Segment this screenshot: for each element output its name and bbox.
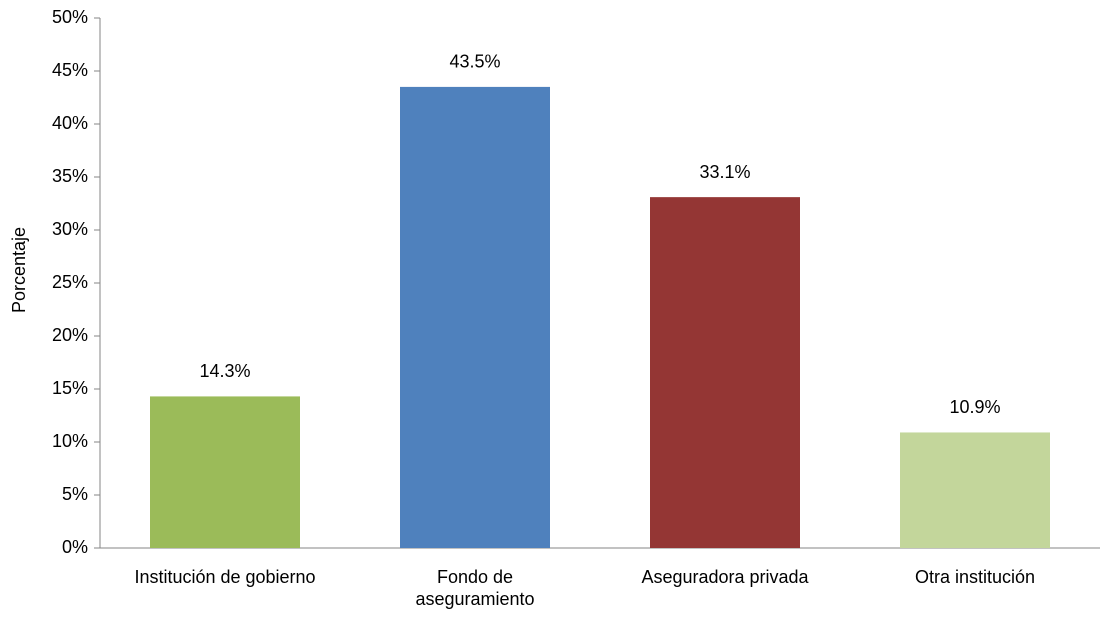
bar <box>150 396 300 548</box>
y-tick-label: 35% <box>52 166 88 186</box>
y-tick-label: 45% <box>52 60 88 80</box>
bar <box>400 86 550 549</box>
x-tick-label: Aseguradora privada <box>641 567 809 587</box>
x-tick-label: Fondo de aseguramiento <box>415 567 535 609</box>
data-label: 43.5% <box>449 52 500 72</box>
bar <box>900 432 1050 548</box>
y-tick-label: 15% <box>52 378 88 398</box>
y-tick-label: 25% <box>52 272 88 292</box>
y-tick-label: 0% <box>62 537 88 557</box>
y-tick-label: 30% <box>52 219 88 239</box>
bar <box>650 197 800 548</box>
y-tick-label: 50% <box>52 7 88 27</box>
y-tick-label: 20% <box>52 325 88 345</box>
data-label: 33.1% <box>699 162 750 182</box>
y-tick-label: 10% <box>52 431 88 451</box>
data-label: 10.9% <box>949 397 1000 417</box>
x-tick-label: Institución de gobierno <box>134 567 316 587</box>
y-axis-label: Porcentaje <box>9 227 29 313</box>
y-tick-label: 5% <box>62 484 88 504</box>
x-tick-label: Otra institución <box>914 567 1036 587</box>
y-tick-label: 40% <box>52 113 88 133</box>
data-label: 14.3% <box>199 361 250 381</box>
